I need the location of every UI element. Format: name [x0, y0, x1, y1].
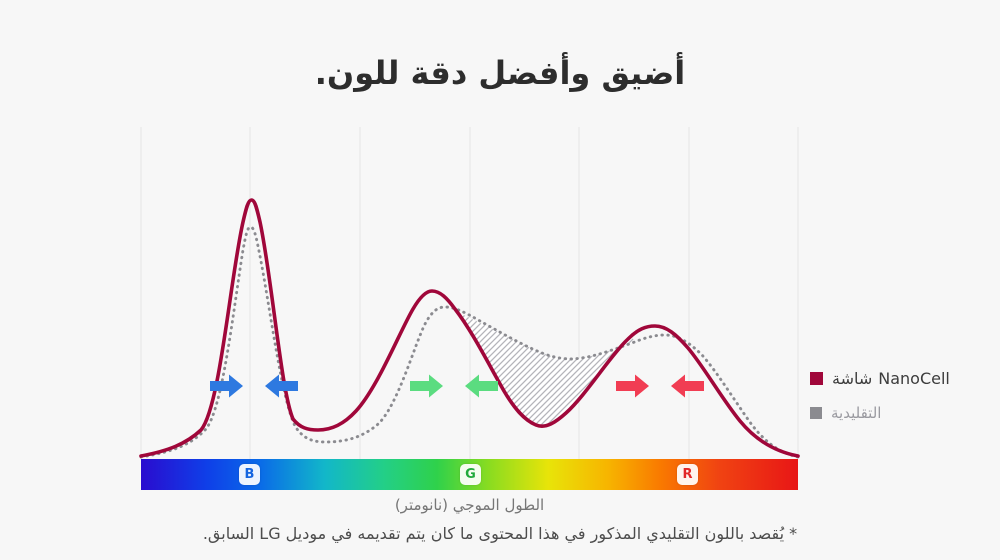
legend-nanocell-label-latin: NanoCell — [878, 368, 950, 388]
legend-nanocell-label-ar: شاشة — [832, 368, 873, 388]
x-axis-label: الطول الموجي (نانومتر) — [394, 496, 545, 514]
nanocell-swatch — [810, 371, 823, 385]
legend: شاشة NanoCell التقليدية — [810, 367, 950, 424]
spectrum-bar: B G R — [141, 459, 798, 490]
legend-item-nanocell: شاشة NanoCell — [810, 367, 950, 389]
band-label-b: B — [239, 464, 260, 485]
narrowing-arrows — [210, 374, 704, 398]
green-arrow-left-icon — [465, 374, 498, 398]
gridlines — [140, 127, 799, 459]
legend-item-conventional: التقليدية — [810, 402, 950, 424]
legend-conventional-label: التقليدية — [831, 404, 882, 422]
nanocell-curve — [139, 198, 800, 458]
band-label-g: G — [460, 464, 481, 485]
red-arrow-right-icon — [616, 374, 649, 398]
red-arrow-left-icon — [671, 374, 704, 398]
band-label-r: R — [677, 464, 698, 485]
footnote: * يُقصد باللون التقليدي المذكور في هذا ا… — [202, 524, 798, 543]
blue-arrow-right-icon — [210, 374, 243, 398]
green-arrow-right-icon — [410, 374, 443, 398]
blue-arrow-left-icon — [265, 374, 298, 398]
page-title: أضيق وأفضل دقة للون. — [314, 54, 686, 93]
difference-hatched-area — [461, 314, 636, 427]
conventional-swatch — [810, 407, 822, 419]
conventional-curve — [139, 225, 800, 459]
